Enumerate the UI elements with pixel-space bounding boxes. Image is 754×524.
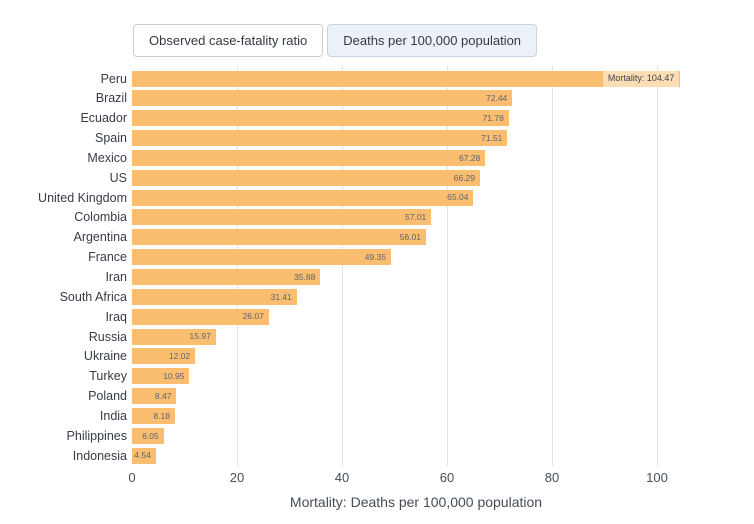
category-label-russia: Russia: [88, 329, 127, 344]
bar-philippines[interactable]: 6.05: [132, 427, 164, 444]
category-label-south-africa: South Africa: [59, 289, 127, 304]
category-label-argentina: Argentina: [73, 230, 127, 245]
category-label-us: US: [109, 170, 127, 185]
bar-value-label: 57.01: [405, 212, 427, 223]
category-label-india: India: [99, 408, 127, 423]
gridline-x-100: [657, 66, 658, 466]
x-tick-label-0: 0: [128, 470, 136, 485]
bar-value-label: 49.35: [364, 251, 387, 262]
category-label-iran: Iran: [105, 270, 127, 284]
category-label-iraq: Iraq: [105, 309, 127, 324]
bar-peru[interactable]: Mortality: 104.47: [132, 70, 681, 87]
bar-value-label: 65.04: [447, 192, 469, 203]
bar-south-africa[interactable]: 31.41: [132, 288, 297, 305]
x-tick-label-20: 20: [229, 470, 245, 485]
bar-indonesia[interactable]: 4.54: [132, 447, 156, 464]
bar-value-label: 8.47: [154, 390, 172, 401]
bar-turkey[interactable]: 10.95: [132, 368, 190, 385]
x-tick-label-60: 60: [439, 470, 455, 485]
bar-united-kingdom[interactable]: 65.04: [132, 189, 474, 206]
category-label-mexico: Mexico: [87, 150, 127, 165]
bar-value-label: 8.18: [153, 410, 170, 421]
x-tick-label-40: 40: [334, 470, 350, 485]
gridline-x-80: [552, 66, 553, 466]
chart-view-tabs: Observed case-fatality ratio Deaths per …: [133, 24, 538, 57]
category-label-philippines: Philippines: [66, 428, 127, 443]
bar-argentina[interactable]: 56.01: [132, 229, 427, 246]
bar-value-label: 12.02: [168, 351, 191, 362]
bar-mexico[interactable]: 67.28: [132, 149, 486, 166]
bar-value-label: 66.29: [453, 172, 476, 183]
category-label-united-kingdom: United Kingdom: [38, 190, 127, 205]
category-label-ukraine: Ukraine: [83, 349, 127, 364]
bar-poland[interactable]: 8.47: [132, 388, 177, 405]
category-label-france: France: [88, 250, 127, 265]
bar-value-label: 6.05: [142, 430, 159, 441]
gridline-x-40: [342, 66, 343, 466]
tab-observed-case-fatality-ratio[interactable]: Observed case-fatality ratio: [133, 24, 324, 57]
bar-iraq[interactable]: 26.07: [132, 308, 269, 325]
bar-iran[interactable]: 35.88: [132, 269, 321, 285]
bar-russia[interactable]: 15.97: [132, 328, 216, 345]
category-label-indonesia: Indonesia: [72, 448, 127, 463]
bar-value-label: 35.88: [294, 271, 316, 282]
tab-deaths-per-100000-population[interactable]: Deaths per 100,000 population: [327, 24, 538, 57]
bar-brazil[interactable]: 72.44: [132, 90, 513, 107]
bar-value-label: 56.01: [399, 232, 422, 243]
bar-us[interactable]: 66.29: [132, 169, 481, 186]
bar-value-label: 10.95: [163, 371, 185, 381]
bar-france[interactable]: 49.35: [132, 249, 392, 266]
category-label-poland: Poland: [88, 389, 127, 404]
bar-value-label: 15.97: [189, 331, 211, 342]
bar-value-label: 26.07: [242, 311, 264, 322]
category-label-colombia: Colombia: [74, 210, 127, 225]
bar-value-label: 4.54: [134, 450, 151, 461]
category-label-brazil: Brazil: [95, 91, 127, 106]
category-label-spain: Spain: [95, 131, 127, 146]
bar-value-label: 67.28: [458, 152, 481, 163]
bar-spain[interactable]: 71.51: [132, 130, 508, 147]
category-label-ecuador: Ecuador: [80, 111, 127, 126]
bar-value-label: 71.51: [481, 132, 503, 143]
x-tick-label-80: 80: [544, 470, 560, 485]
gridline-x-20: [237, 66, 238, 466]
bar-india[interactable]: 8.18: [132, 407, 175, 424]
bar-hover-tooltip: Mortality: 104.47: [602, 70, 680, 87]
bar-colombia[interactable]: 57.01: [132, 209, 432, 226]
bar-value-label: 31.41: [270, 291, 292, 302]
x-tick-label-100: 100: [646, 470, 668, 485]
bar-ecuador[interactable]: 71.78: [132, 110, 509, 127]
x-axis-title: Mortality: Deaths per 100,000 population: [289, 494, 543, 510]
bar-ukraine[interactable]: 12.02: [132, 348, 196, 365]
category-label-turkey: Turkey: [89, 369, 127, 384]
gridline-x-60: [447, 66, 448, 466]
bar-value-label: 71.78: [482, 112, 504, 123]
category-label-peru: Peru: [100, 71, 127, 86]
bar-value-label: 72.44: [486, 93, 508, 104]
